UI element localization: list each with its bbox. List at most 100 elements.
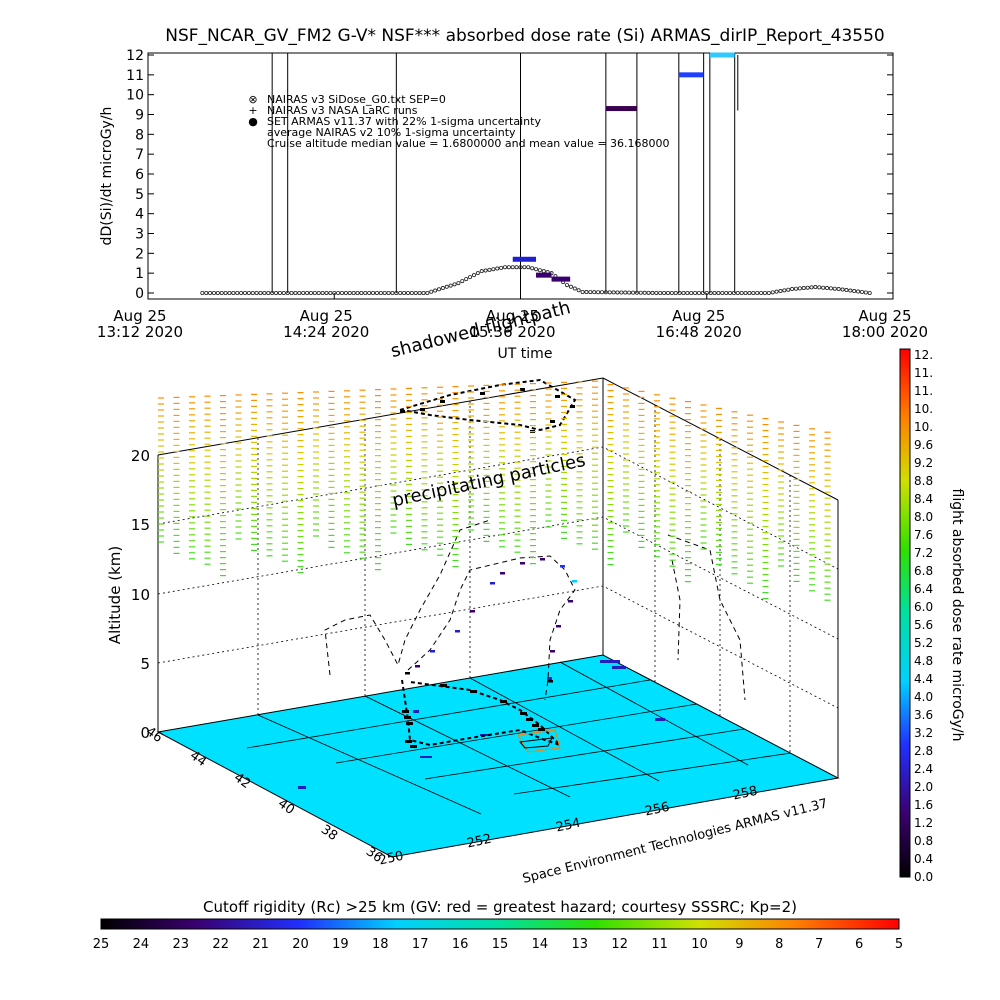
nairas-point (471, 273, 476, 278)
bottom-colorbar-tick-label: 15 (492, 937, 509, 952)
altitude-tick-label: 20 (131, 447, 150, 465)
altitude-axis-label: Altitude (km) (106, 546, 124, 644)
legend-entry: SET ARMAS v11.37 with 22% 1-sigma uncert… (267, 115, 541, 128)
nairas-point (200, 290, 205, 295)
armas-segment (512, 256, 537, 262)
right-colorbar-tick-label: 3.6 (914, 708, 933, 722)
nairas-point (398, 290, 403, 295)
nairas-point (592, 290, 597, 295)
right-colorbar-tick-label: 12. (914, 348, 933, 362)
nairas-point (390, 290, 395, 295)
nairas-point (859, 290, 864, 295)
bottom-colorbar-label: Cutoff rigidity (Rc) >25 km (GV: red = g… (203, 898, 797, 916)
nairas-point (495, 266, 500, 271)
right-colorbar-tick-label: 4.8 (914, 654, 933, 668)
nairas-point (584, 290, 589, 295)
right-colorbar-tick-label: 9.2 (914, 456, 933, 470)
track-shadow-point (520, 388, 525, 391)
armas-segment (709, 52, 735, 58)
nairas-point (448, 283, 453, 288)
nairas-point (832, 286, 837, 291)
nairas-point (669, 290, 674, 295)
nairas-point (689, 290, 694, 295)
legend-symbol: ⊗ (248, 93, 257, 106)
nairas-point (603, 290, 608, 295)
x-tick-label-time: 14:24 2020 (283, 323, 369, 341)
right-colorbar-tick-label: 6.4 (914, 582, 933, 596)
nairas-point (499, 265, 504, 270)
map-grid (246, 661, 792, 815)
track-ground-point (526, 718, 533, 721)
nairas-point (444, 284, 449, 289)
nairas-point (805, 285, 810, 290)
nairas-point (254, 290, 259, 295)
nairas-point (332, 290, 337, 295)
bottom-colorbar-tick-label: 20 (292, 937, 309, 952)
nairas-point (316, 290, 321, 295)
nairas-point (724, 290, 729, 295)
top-chart-series (200, 52, 872, 295)
right-colorbar-tick-label: 5.6 (914, 618, 933, 632)
bottom-colorbar-tick-label: 7 (815, 937, 823, 952)
right-colorbar-tick-label: 11. (914, 366, 933, 380)
nairas-point (374, 290, 379, 295)
nairas-point (685, 290, 690, 295)
nairas-point (386, 290, 391, 295)
longitude-tick-label: 254 (555, 816, 582, 836)
bottom-colorbar-tick-label: 13 (572, 937, 589, 952)
nairas-point (506, 265, 511, 270)
nairas-point (452, 282, 457, 287)
x-tick-label-time: 13:12 2020 (97, 323, 183, 341)
right-colorbar-tick-label: 8.0 (914, 510, 933, 524)
x-tick-label-date: Aug 25 (113, 307, 166, 325)
track-ground-point (532, 724, 539, 727)
nairas-point (762, 290, 767, 295)
track-shadow-point (570, 405, 575, 408)
x-tick-label-date: Aug 25 (858, 307, 911, 325)
nairas-point (351, 290, 356, 295)
nairas-point (813, 285, 818, 290)
altitude-tick-label: 0 (140, 724, 150, 742)
nairas-point (565, 283, 570, 288)
nairas-point (825, 286, 830, 291)
nairas-point (464, 277, 469, 282)
nairas-point (821, 285, 826, 290)
altitude-tick-label: 10 (131, 586, 150, 604)
nairas-point (751, 290, 756, 295)
nairas-point (720, 290, 725, 295)
bottom-colorbar-tick-label: 18 (372, 937, 389, 952)
nairas-point (215, 290, 220, 295)
nairas-point (728, 290, 733, 295)
right-colorbar-tick-label: 1.2 (914, 816, 933, 830)
right-colorbar-label: flight absorbed dose rate microGy/h (949, 489, 965, 742)
bottom-colorbar-tick-label: 14 (532, 937, 549, 952)
nairas-point (863, 290, 868, 295)
right-colorbar-tick-label: 0.0 (914, 870, 933, 884)
nairas-point (483, 268, 488, 273)
track-dose-point (430, 650, 435, 653)
right-colorbar-tick-label: 9.6 (914, 438, 933, 452)
flight-track-3d (324, 378, 746, 748)
track-ground-point (410, 745, 417, 748)
nairas-point (774, 289, 779, 294)
longitude-tick-label: 250 (378, 849, 405, 869)
nairas-point (479, 269, 484, 274)
right-colorbar-ticks: 12. 11. 11. 10. 10. 9.6 9.2 8.8 8.4 8.0 7.6 7.2 6.8 6… (914, 348, 933, 884)
altitude-ticks: 0 5 10 15 20 (131, 447, 150, 742)
nairas-point (642, 290, 647, 295)
nairas-point (312, 290, 317, 295)
top-x-axis-label: UT time (498, 346, 553, 362)
nairas-point (572, 286, 577, 291)
armas-segment (605, 106, 637, 112)
right-colorbar-tick-label: 2.8 (914, 744, 933, 758)
back-wall-top-edge (157, 377, 604, 456)
nairas-point (696, 290, 701, 295)
nairas-point (262, 290, 267, 295)
bottom-colorbar-tick-label: 17 (412, 937, 429, 952)
nairas-point (281, 290, 286, 295)
nairas-point (208, 290, 213, 295)
bottom-colorbar-tick-label: 19 (332, 937, 349, 952)
nairas-point (235, 290, 240, 295)
